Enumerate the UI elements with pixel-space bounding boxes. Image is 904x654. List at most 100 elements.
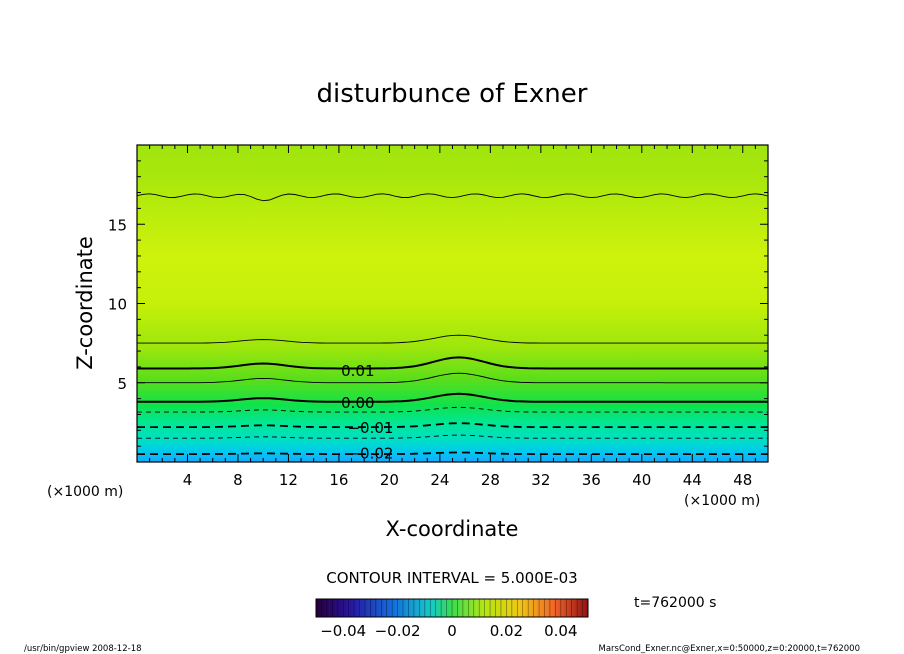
colorbar-cell bbox=[403, 599, 407, 617]
x-tick-label: 12 bbox=[279, 471, 298, 489]
colorbar-cell bbox=[332, 599, 336, 617]
x-tick-label: 36 bbox=[582, 471, 601, 489]
x-tick-label: 4 bbox=[183, 471, 193, 489]
colorbar-cell bbox=[394, 599, 398, 617]
contour-line bbox=[137, 334, 768, 344]
colorbar-cell bbox=[484, 599, 488, 617]
colorbar-cell bbox=[416, 599, 420, 617]
colorbar-cell bbox=[384, 599, 388, 617]
colorbar-cell bbox=[525, 599, 529, 617]
colorbar-cell bbox=[457, 599, 461, 617]
colorbar-cell bbox=[539, 599, 543, 617]
x-tick-label: 44 bbox=[683, 471, 702, 489]
time-label: t=762000 s bbox=[634, 595, 716, 611]
chart-title: disturbunce of Exner bbox=[317, 79, 588, 109]
colorbar-cell bbox=[533, 599, 537, 617]
colorbar-cell bbox=[452, 599, 456, 617]
colorbar-cell bbox=[397, 599, 401, 617]
colorbar-cell bbox=[492, 599, 496, 617]
contour-line bbox=[137, 392, 768, 403]
contour-lines bbox=[137, 193, 768, 455]
colorbar-cell bbox=[506, 599, 510, 617]
colorbar-cell bbox=[460, 599, 464, 617]
colorbar-cell bbox=[511, 599, 515, 617]
colorbar-tick-label: 0.04 bbox=[544, 622, 577, 640]
colorbar-cell bbox=[503, 599, 507, 617]
colorbar-cell bbox=[574, 599, 578, 617]
colorbar-cell bbox=[522, 599, 526, 617]
x-tick-label: 32 bbox=[531, 471, 550, 489]
colorbar-cell bbox=[500, 599, 504, 617]
contour-label: 0.00 bbox=[341, 394, 374, 412]
colorbar-cell bbox=[427, 599, 431, 617]
colorbar-cell bbox=[541, 599, 545, 617]
colorbar-cell bbox=[324, 599, 328, 617]
colorbar-cell bbox=[566, 599, 570, 617]
colorbar-cell bbox=[343, 599, 347, 617]
colorbar-cell bbox=[465, 599, 469, 617]
colorbar-cell bbox=[316, 599, 320, 617]
colorbar-cell bbox=[326, 599, 330, 617]
colorbar-cell bbox=[348, 599, 352, 617]
colorbar-cell bbox=[432, 599, 436, 617]
colorbar-cell bbox=[549, 599, 553, 617]
colorbar-cell bbox=[509, 599, 513, 617]
x-tick-label: 8 bbox=[233, 471, 243, 489]
y-tick-label: 10 bbox=[108, 296, 127, 314]
colorbar-cell bbox=[345, 599, 349, 617]
colorbar-cell bbox=[571, 599, 575, 617]
colorbar-cell bbox=[373, 599, 377, 617]
colorbar-cell bbox=[582, 599, 586, 617]
colorbar-cell bbox=[419, 599, 423, 617]
colorbar-cell bbox=[579, 599, 583, 617]
contour-line bbox=[137, 356, 768, 370]
colorbar-cell bbox=[362, 599, 366, 617]
colorbar-cell bbox=[498, 599, 502, 617]
colorbar-cell bbox=[476, 599, 480, 617]
colorbar-cell bbox=[560, 599, 564, 617]
colorbar-cell bbox=[438, 599, 442, 617]
colorbar-cell bbox=[558, 599, 562, 617]
colorbar-tick-label: 0.02 bbox=[490, 622, 523, 640]
x-tick-label: 48 bbox=[733, 471, 752, 489]
contour-interval-text: CONTOUR INTERVAL = 5.000E-03 bbox=[326, 569, 577, 587]
colorbar-cell bbox=[547, 599, 551, 617]
colorbar-cell bbox=[481, 599, 485, 617]
colorbar-cell bbox=[563, 599, 567, 617]
contour-line bbox=[137, 193, 768, 202]
colorbar-cell bbox=[449, 599, 453, 617]
colorbar-tick-labels: −0.04 −0.02 0 0.02 0.04 bbox=[320, 622, 577, 640]
colorbar-cell bbox=[520, 599, 524, 617]
x-axis-unit-right: (×1000 m) bbox=[684, 493, 760, 509]
colorbar-cell bbox=[443, 599, 447, 617]
contour-line bbox=[137, 434, 768, 439]
colorbar-cell bbox=[555, 599, 559, 617]
colorbar-cell bbox=[473, 599, 477, 617]
contour-line bbox=[137, 406, 768, 413]
colorbar-cell bbox=[370, 599, 374, 617]
contour-label: −0.02 bbox=[347, 444, 393, 462]
colorbar-cell bbox=[386, 599, 390, 617]
colorbar-cell bbox=[408, 599, 412, 617]
colorbar-cell bbox=[430, 599, 434, 617]
colorbar-cell bbox=[517, 599, 521, 617]
colorbar-tick-label: 0 bbox=[447, 622, 457, 640]
colorbar-cell bbox=[462, 599, 466, 617]
x-tick-label: 20 bbox=[380, 471, 399, 489]
colorbar-cell bbox=[585, 599, 589, 617]
colorbar-cell bbox=[479, 599, 483, 617]
x-tick-label: 24 bbox=[430, 471, 449, 489]
colorbar-cell bbox=[468, 599, 472, 617]
colorbar-cell bbox=[321, 599, 325, 617]
colorbar-cell bbox=[356, 599, 360, 617]
colorbar bbox=[315, 598, 589, 618]
colorbar-cell bbox=[514, 599, 518, 617]
contour-line bbox=[137, 422, 768, 428]
colorbar-cell bbox=[536, 599, 540, 617]
colorbar-frame bbox=[315, 598, 589, 618]
y-axis-ticks: 5 10 15 bbox=[108, 160, 768, 447]
colorbar-cell bbox=[364, 599, 368, 617]
colorbar-cell bbox=[411, 599, 415, 617]
colorbar-cell bbox=[354, 599, 358, 617]
x-tick-label: 40 bbox=[632, 471, 651, 489]
